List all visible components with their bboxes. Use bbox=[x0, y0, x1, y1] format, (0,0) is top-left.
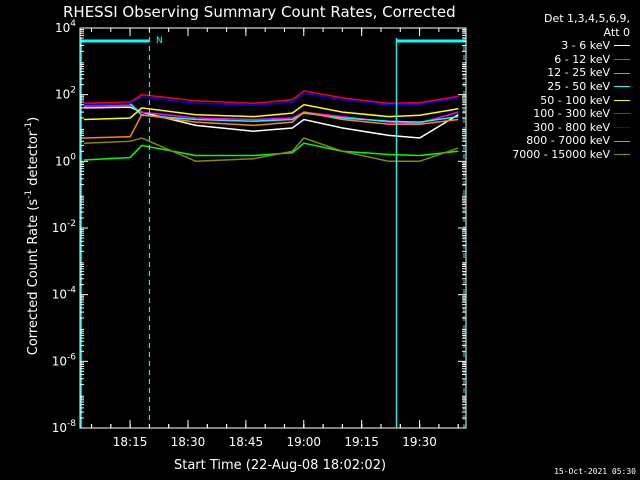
y-tick-label-2: 10-4 bbox=[52, 286, 77, 302]
legend-label: 800 - 7000 keV bbox=[526, 134, 610, 148]
x-tick-label-1: 18:30 bbox=[171, 435, 206, 449]
legend-entry-5: 100 - 300 keV bbox=[460, 107, 630, 121]
legend-entry-7: 800 - 7000 keV bbox=[460, 134, 630, 148]
y-tick-label-3: 10-2 bbox=[52, 219, 76, 235]
legend-swatch bbox=[614, 45, 630, 47]
legend-entry-4: 50 - 100 keV bbox=[460, 94, 630, 108]
legend-swatch bbox=[614, 99, 630, 101]
legend-header-line-1: Det 1,3,4,5,6,9, bbox=[543, 12, 630, 25]
legend-swatch bbox=[614, 113, 630, 115]
series-line-1 bbox=[83, 104, 459, 124]
y-tick-label-6: 104 bbox=[55, 19, 76, 35]
x-tick-label-0: 18:15 bbox=[113, 435, 148, 449]
y-tick-label-1: 10-6 bbox=[52, 352, 77, 368]
legend-entry-0: 3 - 6 keV bbox=[460, 39, 630, 53]
plot-frame bbox=[79, 27, 467, 429]
legend-entry-1: 6 - 12 keV bbox=[460, 53, 630, 67]
series-line-5 bbox=[83, 90, 459, 105]
series-line-8 bbox=[83, 137, 459, 163]
legend-entries: 3 - 6 keV 6 - 12 keV 12 - 25 keV 25 - 50 ke… bbox=[460, 39, 630, 161]
chart-title: RHESSI Observing Summary Count Rates, Co… bbox=[63, 3, 456, 21]
y-axis-title: Corrected Count Rate (s-1 detector-1) bbox=[24, 117, 41, 355]
legend-swatch bbox=[614, 140, 630, 142]
series-line-2 bbox=[83, 142, 459, 161]
n-marker: N bbox=[156, 36, 163, 46]
legend-header-line-2: Att 0 bbox=[603, 25, 630, 39]
x-tick-label-3: 19:00 bbox=[286, 435, 321, 449]
legend-entry-6: 300 - 800 keV bbox=[460, 121, 630, 135]
legend-swatch bbox=[614, 72, 630, 74]
series-layer bbox=[83, 90, 459, 163]
y-tick-label-5: 102 bbox=[55, 86, 76, 102]
legend-entry-8: 7000 - 15000 keV bbox=[460, 148, 630, 162]
legend-label: 6 - 12 keV bbox=[554, 52, 610, 66]
series-line-7 bbox=[83, 111, 459, 139]
axis-ticks: 10-8 10-6 10-4 10-2 100 102 104 18:15 18:30 18:45… bbox=[52, 19, 466, 449]
x-tick-label-2: 18:45 bbox=[229, 435, 264, 449]
x-tick-label-5: 19:30 bbox=[402, 435, 437, 449]
legend-swatch bbox=[614, 59, 630, 61]
legend-entry-3: 25 - 50 keV bbox=[460, 80, 630, 94]
series-line-4 bbox=[83, 103, 459, 121]
legend-label: 12 - 25 keV bbox=[547, 66, 610, 80]
y-tick-label-0: 10-8 bbox=[52, 419, 77, 435]
y-tick-label-4: 100 bbox=[55, 152, 76, 168]
x-tick-label-4: 19:15 bbox=[344, 435, 379, 449]
legend-entry-2: 12 - 25 keV bbox=[460, 66, 630, 80]
legend-label: 50 - 100 keV bbox=[540, 93, 610, 107]
night-markers bbox=[80, 28, 466, 428]
series-line-6 bbox=[83, 92, 459, 107]
timestamp-stamp: 15-Oct-2021 05:30 bbox=[554, 467, 636, 476]
legend-swatch bbox=[614, 154, 630, 156]
legend: Det 1,3,4,5,6,9, Att 0 3 - 6 keV 6 - 12 k… bbox=[460, 12, 630, 162]
legend-label: 300 - 800 keV bbox=[533, 120, 610, 134]
legend-swatch bbox=[614, 127, 630, 129]
legend-label: 7000 - 15000 keV bbox=[512, 147, 610, 161]
legend-swatch bbox=[614, 86, 630, 88]
legend-label: 100 - 300 keV bbox=[533, 107, 610, 121]
legend-label: 3 - 6 keV bbox=[561, 39, 610, 53]
x-axis-title: Start Time (22-Aug-08 18:02:02) bbox=[174, 458, 386, 473]
legend-label: 25 - 50 keV bbox=[547, 79, 610, 93]
